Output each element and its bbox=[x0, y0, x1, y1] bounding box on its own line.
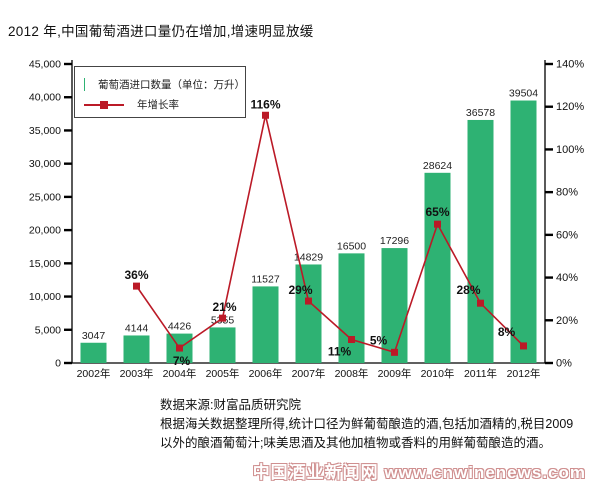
bar-value-label: 39504 bbox=[509, 88, 538, 100]
x-tick-label: 2007年 bbox=[292, 367, 326, 380]
bar bbox=[80, 342, 107, 363]
bar bbox=[424, 172, 451, 363]
line-marker bbox=[219, 314, 226, 322]
legend-label-growth: 年增长率 bbox=[137, 98, 179, 111]
line-marker bbox=[133, 282, 140, 290]
bar bbox=[467, 119, 494, 364]
growth-value-label: 7% bbox=[173, 354, 191, 368]
y-right-tick-label: 100% bbox=[556, 144, 584, 156]
data-source: 数据来源:财富品质研究院 bbox=[160, 398, 301, 412]
y-left-tick-label: 10,000 bbox=[29, 291, 61, 303]
line-marker bbox=[262, 111, 269, 119]
legend-item-growth: 年增长率 bbox=[84, 94, 245, 114]
line-marker bbox=[434, 220, 441, 228]
x-tick-label: 2011年 bbox=[464, 367, 497, 380]
chart-legend: 葡萄酒进口数量（单位：万升） 年增长率 bbox=[74, 66, 246, 118]
bar bbox=[381, 248, 408, 363]
footnote-line-1: 根据海关数据整理所得,统计口径为鲜葡萄酿造的酒,包括加酒精的,税目2009 bbox=[160, 417, 574, 431]
line-marker bbox=[391, 348, 398, 356]
y-left-tick-label: 30,000 bbox=[29, 158, 61, 170]
growth-value-label: 65% bbox=[425, 205, 449, 219]
y-left-tick-label: 15,000 bbox=[29, 258, 61, 270]
growth-line bbox=[135, 115, 525, 354]
y-left-tick-label: 0 bbox=[55, 358, 61, 370]
x-tick-label: 2006年 bbox=[249, 367, 283, 380]
bar bbox=[338, 253, 365, 363]
y-left-tick-label: 25,000 bbox=[29, 191, 61, 203]
bar-value-label: 16500 bbox=[337, 240, 366, 252]
y-right-tick-label: 0% bbox=[556, 358, 572, 370]
bar-value-label: 3047 bbox=[82, 330, 106, 342]
page-title: 2012 年,中国葡萄酒进口量仍在增加,增速明显放缓 bbox=[8, 24, 314, 39]
legend-label-imports: 葡萄酒进口数量（单位：万升） bbox=[98, 78, 245, 91]
bar-value-label: 17296 bbox=[380, 235, 409, 247]
line-marker bbox=[477, 299, 484, 307]
y-right-tick-label: 120% bbox=[556, 101, 584, 113]
y-left-tick-label: 20,000 bbox=[29, 225, 61, 237]
x-tick-label: 2005年 bbox=[206, 367, 240, 380]
x-tick-label: 2004年 bbox=[163, 367, 197, 380]
y-left-tick-label: 35,000 bbox=[29, 125, 61, 137]
line-marker bbox=[176, 344, 183, 352]
x-tick-label: 2009年 bbox=[378, 367, 412, 380]
x-tick-label: 2012年 bbox=[507, 367, 541, 380]
growth-value-label: 116% bbox=[250, 97, 280, 111]
y-right-tick-label: 40% bbox=[556, 272, 578, 284]
x-tick-label: 2008年 bbox=[335, 367, 369, 380]
bar-series-swatch bbox=[84, 77, 85, 91]
bar bbox=[252, 286, 279, 363]
y-right-tick-label: 140% bbox=[556, 59, 584, 71]
bar-value-label: 28624 bbox=[423, 160, 452, 172]
footnote-line-2: 以外的酿酒葡萄汁;味美思酒及其他加植物或香料的用鲜葡萄酿造的酒。 bbox=[160, 436, 551, 450]
bar-value-label: 11527 bbox=[251, 273, 280, 285]
bar bbox=[510, 100, 537, 363]
y-right-tick-label: 80% bbox=[556, 187, 578, 199]
bar-value-label: 4426 bbox=[168, 321, 192, 333]
line-marker bbox=[520, 342, 527, 350]
x-tick-label: 2010年 bbox=[421, 367, 455, 380]
line-marker bbox=[305, 297, 312, 305]
y-right-tick-label: 60% bbox=[556, 229, 578, 241]
bar-value-label: 4144 bbox=[125, 322, 149, 334]
y-right-tick-label: 20% bbox=[556, 315, 578, 327]
growth-value-label: 5% bbox=[370, 333, 388, 347]
bar bbox=[123, 335, 150, 363]
growth-value-label: 8% bbox=[498, 325, 516, 339]
bar bbox=[209, 327, 236, 363]
legend-item-imports: 葡萄酒进口数量（单位：万升） bbox=[84, 74, 245, 94]
growth-value-label: 36% bbox=[124, 268, 148, 282]
y-left-tick-label: 5,000 bbox=[35, 324, 61, 336]
bar-value-label: 14829 bbox=[294, 251, 323, 263]
line-marker bbox=[348, 336, 355, 344]
y-left-tick-label: 40,000 bbox=[29, 92, 61, 104]
x-tick-label: 2003年 bbox=[120, 367, 154, 380]
x-tick-label: 2002年 bbox=[77, 367, 111, 380]
growth-value-label: 29% bbox=[288, 283, 312, 297]
growth-value-label: 21% bbox=[212, 300, 236, 314]
bar bbox=[295, 264, 322, 363]
growth-value-label: 28% bbox=[456, 283, 480, 297]
growth-value-label: 11% bbox=[328, 345, 352, 359]
y-left-tick-label: 45,000 bbox=[29, 59, 61, 71]
line-series-swatch bbox=[84, 98, 124, 111]
watermark: 中国酒业新闻网 www.cnwinenews.com bbox=[252, 463, 586, 482]
bar-value-label: 36578 bbox=[466, 107, 495, 119]
footer-notes: 数据来源:财富品质研究院 根据海关数据整理所得,统计口径为鲜葡萄酿造的酒,包括加… bbox=[160, 396, 595, 453]
